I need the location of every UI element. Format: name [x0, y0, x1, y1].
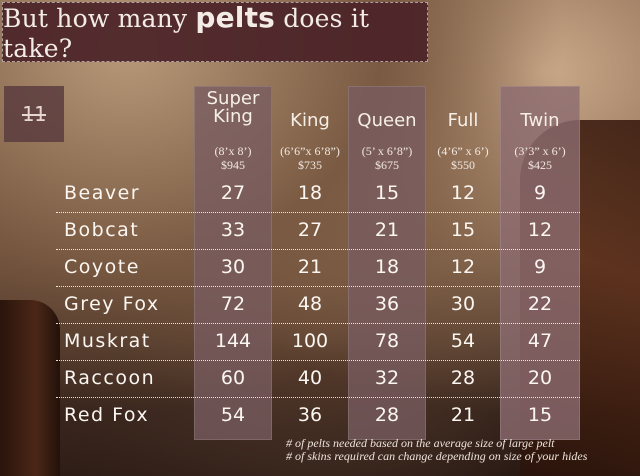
table-cell: 18 [297, 182, 323, 204]
table-cell: 54 [450, 330, 476, 352]
table-cell: 40 [297, 367, 323, 389]
table-cell: 22 [527, 293, 553, 315]
table-cell: 30 [450, 293, 476, 315]
column-header-queen: Queen [357, 110, 417, 131]
table-cell: 54 [220, 404, 246, 426]
table-row: Bobcat 33 27 21 15 12 [56, 213, 580, 250]
table-cell: 9 [533, 182, 547, 204]
table-cell: 21 [450, 404, 476, 426]
table-cell: 144 [214, 330, 252, 352]
table-cell: 28 [450, 367, 476, 389]
row-label: Coyote [64, 256, 140, 278]
column-size-twin: (3’3” x 6’) $425 [514, 144, 566, 172]
table-cell: 15 [450, 219, 476, 241]
table-cell: 72 [220, 293, 246, 315]
page-number-badge: 11 [4, 86, 64, 142]
table-cell: 9 [533, 256, 547, 278]
table-row: Raccoon 60 40 32 28 20 [56, 361, 580, 398]
table-cell: 27 [297, 219, 323, 241]
footnotes: # of pelts needed based on the average s… [286, 437, 587, 463]
table-cell: 36 [374, 293, 400, 315]
row-label: Grey Fox [64, 293, 160, 315]
column-band-twin [500, 86, 580, 440]
footnote: # of pelts needed based on the average s… [286, 436, 555, 450]
column-header-full: Full [447, 110, 479, 131]
table-cell: 12 [450, 182, 476, 204]
table-row: Beaver 27 18 15 12 9 [56, 176, 580, 213]
title-prefix: But how many [3, 4, 188, 33]
row-label: Bobcat [64, 219, 140, 241]
table-cell: 20 [527, 367, 553, 389]
table-cell: 33 [220, 219, 246, 241]
row-label: Red Fox [64, 404, 150, 426]
bed-frame-left [0, 300, 60, 476]
table-row: Grey Fox 72 48 36 30 22 [56, 287, 580, 324]
title-suffix: does it take? [3, 4, 370, 63]
table-cell: 21 [297, 256, 323, 278]
table-cell: 100 [291, 330, 329, 352]
row-label: Beaver [64, 182, 141, 204]
table-cell: 12 [450, 256, 476, 278]
column-size-king: (6’6”x 6’8”) $735 [280, 144, 340, 172]
row-label: Muskrat [64, 330, 151, 352]
table-cell: 32 [374, 367, 400, 389]
table-cell: 21 [374, 219, 400, 241]
column-band-queen [348, 86, 426, 440]
table-cell: 28 [374, 404, 400, 426]
table-cell: 15 [374, 182, 400, 204]
table-cell: 27 [220, 182, 246, 204]
table-cell: 30 [220, 256, 246, 278]
column-header-king: King [290, 110, 330, 131]
column-header-twin: Twin [520, 110, 560, 131]
table-cell: 60 [220, 367, 246, 389]
page-title: But how many pelts does it take? [3, 1, 427, 63]
column-header-super-king: Super King [206, 88, 260, 127]
table-cell: 15 [527, 404, 553, 426]
column-size-super-king: (8’x 8’) $945 [214, 144, 252, 172]
footnote: # of skins required can change depending… [286, 449, 588, 463]
table-row: Red Fox 54 36 28 21 15 [56, 398, 580, 435]
table-cell: 78 [374, 330, 400, 352]
row-label: Raccoon [64, 367, 156, 389]
table-cell: 47 [527, 330, 553, 352]
table-cell: 48 [297, 293, 323, 315]
page-number: 11 [21, 102, 47, 126]
title-emphasis: pelts [195, 1, 276, 34]
table-cell: 18 [374, 256, 400, 278]
column-size-full: (4’6” x 6’) $550 [437, 144, 489, 172]
column-band-super-king [194, 86, 272, 440]
column-size-queen: (5’ x 6’8”) $675 [361, 144, 413, 172]
table-cell: 36 [297, 404, 323, 426]
title-banner: But how many pelts does it take? [2, 1, 428, 63]
table-cell: 12 [527, 219, 553, 241]
table-row: Coyote 30 21 18 12 9 [56, 250, 580, 287]
table-row: Muskrat 144 100 78 54 47 [56, 324, 580, 361]
